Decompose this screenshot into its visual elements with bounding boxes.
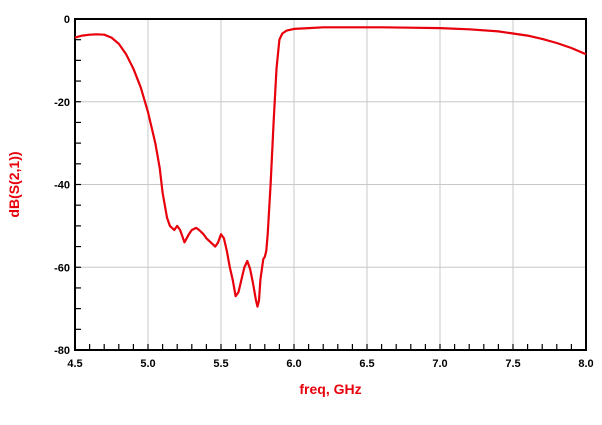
x-tick-label: 6.5 <box>359 358 374 370</box>
y-tick-label: -20 <box>54 97 70 109</box>
x-tick-label: 5.5 <box>213 358 228 370</box>
series-line-s21 <box>74 26 587 308</box>
y-tick-label: -60 <box>54 262 70 274</box>
y-tick-label: 0 <box>64 14 70 26</box>
x-tick-label: 7.0 <box>432 358 447 370</box>
y-tick-label: -40 <box>54 180 70 192</box>
x-tick-label: 4.5 <box>67 358 82 370</box>
x-tick-label: 8.0 <box>578 358 593 370</box>
y-tick-label: -80 <box>54 345 70 357</box>
grid <box>75 19 586 350</box>
y-tick-labels: 0 -20 -40 -60 -80 <box>54 14 70 357</box>
x-tick-label: 5.0 <box>140 358 155 370</box>
y-axis-label: dB(S(2,1)) <box>6 151 22 217</box>
x-tick-label: 6.0 <box>286 358 301 370</box>
minor-ticks <box>75 39 573 350</box>
x-tick-label: 7.5 <box>505 358 520 370</box>
x-axis-label: freq, GHz <box>299 381 361 397</box>
x-tick-labels: 4.5 5.0 5.5 6.0 6.5 7.0 7.5 8.0 <box>67 358 593 370</box>
